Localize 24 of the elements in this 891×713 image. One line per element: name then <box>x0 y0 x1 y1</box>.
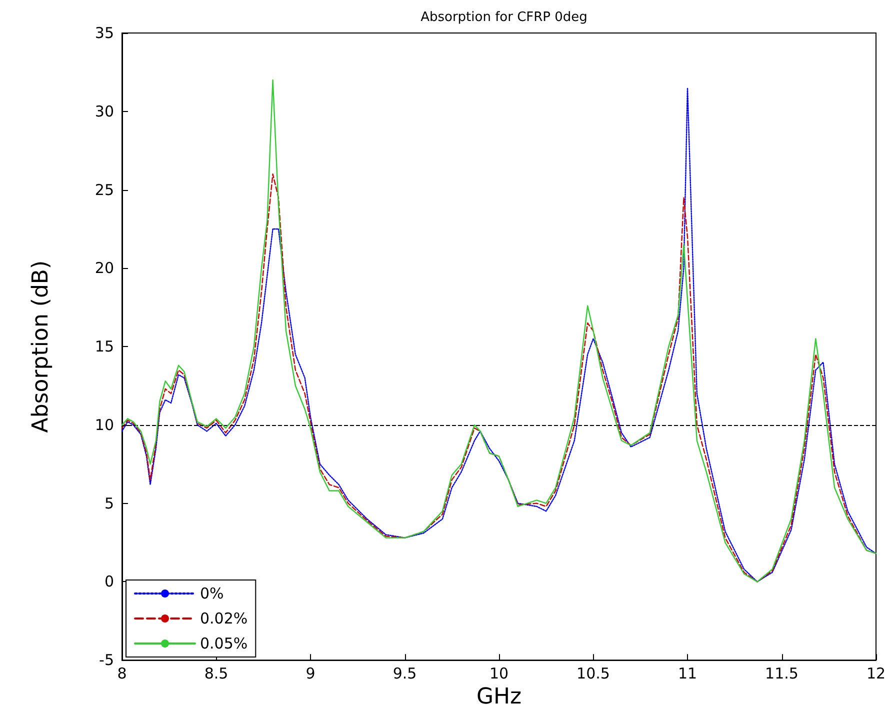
x-tick-label: 12 <box>866 664 886 683</box>
y-tick-label: 35 <box>94 24 114 42</box>
y-tick-label: 10 <box>94 416 114 434</box>
y-tick-label: -5 <box>99 651 114 670</box>
x-tick-label: 11.5 <box>765 664 798 683</box>
x-tick-label: 9 <box>306 664 316 683</box>
y-tick-label: 0 <box>104 572 114 591</box>
y-tick-label: 5 <box>104 494 114 512</box>
y-tick-label: 25 <box>94 180 114 199</box>
legend-label: 0% <box>200 584 224 602</box>
x-tick-label: 8.5 <box>204 664 228 683</box>
y-tick-label: 15 <box>94 338 114 356</box>
y-axis-title: Absorption (dB) <box>28 260 54 433</box>
y-tick-label: 20 <box>94 259 114 278</box>
legend-label: 0.02% <box>200 610 248 628</box>
y-tick-label: 30 <box>94 102 114 120</box>
chart-title: Absorption for CFRP 0deg <box>420 10 588 25</box>
x-axis-title: GHz <box>476 684 522 710</box>
legend-label: 0.05% <box>200 634 248 652</box>
x-tick-label: 11 <box>678 664 698 683</box>
x-tick-label: 9.5 <box>392 664 417 683</box>
x-tick-label: 10 <box>489 664 509 683</box>
x-tick-label: 8 <box>117 664 127 683</box>
x-tick-label: 10.5 <box>576 664 610 683</box>
